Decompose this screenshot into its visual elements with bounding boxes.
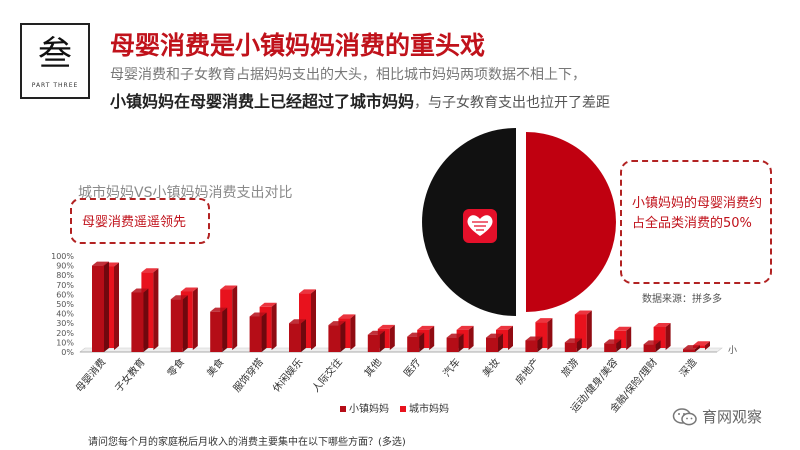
x-category-label: 其他 <box>361 356 384 380</box>
wechat-icon <box>672 407 697 425</box>
bar-small-town-8 <box>407 332 425 352</box>
subtitle-line-1: 母婴消费和子女教育占据妈妈支出的大头，相比城市妈妈两项数据不相上下， <box>110 67 586 83</box>
y-tick-label: 90% <box>56 262 74 271</box>
logo-subtext: PART THREE <box>31 81 79 89</box>
x-category-label: 子女教育 <box>112 356 148 395</box>
bar-small-town-10 <box>486 333 503 352</box>
bar-small-town-14 <box>643 340 661 352</box>
bar-small-town-1 <box>131 288 149 352</box>
bar-small-town-12 <box>564 338 582 352</box>
subtitle-line-2: 小镇妈妈在母婴消费上已经超过了城市妈妈，与子女教育支出也拉开了差距 <box>110 88 610 112</box>
legend-label: 小镇妈妈 <box>349 402 389 415</box>
x-category-label: 休闲娱乐 <box>270 356 306 395</box>
callout-left: 母婴消费遥遥领先 <box>70 198 210 244</box>
page-title: 母婴消费是小镇妈妈消费的重头戏 <box>110 31 486 60</box>
x-category-label: 深造 <box>676 356 699 380</box>
y-tick-label: 20% <box>56 329 74 338</box>
y-tick-label: 0% <box>61 348 74 357</box>
y-tick-label: 60% <box>56 290 74 299</box>
subtitle-highlight: 小镇妈妈在母婴消费上已经超过了城市妈妈 <box>110 92 415 111</box>
x-category-label: 汽车 <box>440 356 463 380</box>
wechat-label: 育网观察 <box>702 408 763 426</box>
bar-small-town-2 <box>170 295 188 352</box>
callout-right-text: 小镇妈妈的母婴消费约占全品类消费的50% <box>632 196 763 231</box>
bar-small-town-11 <box>525 336 543 352</box>
y-tick-label: 100% <box>51 252 74 261</box>
bar-city-11 <box>535 318 553 350</box>
pie-slice-0 <box>526 132 616 312</box>
legend-swatch <box>400 406 406 412</box>
bar-small-town-9 <box>446 333 464 352</box>
bar-small-town-5 <box>289 319 306 352</box>
y-tick-label: 40% <box>56 310 74 319</box>
bar-small-town-7 <box>367 330 385 352</box>
wechat-watermark: 育网观察 <box>672 406 762 427</box>
axis-trailing-label: 小 <box>728 345 737 356</box>
pinduoduo-logo-icon <box>463 209 497 243</box>
x-category-label: 医疗 <box>401 356 424 380</box>
subtitle-rest: ，与子女教育支出也拉开了差距 <box>414 95 611 111</box>
x-category-label: 人际交往 <box>309 356 345 395</box>
survey-question: 请问您每个月的家庭税后月收入的消费主要集中在以下哪些方面？(多选) <box>88 437 406 448</box>
bar-small-town-4 <box>249 312 267 352</box>
bar-small-town-3 <box>210 307 228 352</box>
y-tick-label: 10% <box>56 338 74 347</box>
x-category-label: 旅游 <box>558 356 581 380</box>
bar-small-town-0 <box>92 261 109 352</box>
y-tick-label: 80% <box>56 271 74 280</box>
callout-left-text: 母婴消费遥遥领先 <box>82 215 187 230</box>
y-tick-label: 50% <box>56 300 74 309</box>
x-category-label: 美妆 <box>479 356 502 380</box>
bar-small-town-6 <box>328 321 346 352</box>
chart-title: 城市妈妈VS小镇妈妈消费支出对比 <box>78 185 293 201</box>
y-tick-label: 70% <box>56 281 74 290</box>
callout-right: 小镇妈妈的母婴消费约占全品类消费的50% <box>620 160 772 284</box>
x-category-label: 零食 <box>164 356 187 380</box>
bar-small-town-13 <box>604 339 622 352</box>
bar-small-town-15 <box>683 345 700 352</box>
logo-char: 叁 <box>38 33 72 74</box>
x-category-label: 母婴消费 <box>73 356 109 395</box>
legend-swatch <box>340 406 346 412</box>
data-source: 数据来源：拼多多 <box>642 294 722 305</box>
x-category-label: 房地产 <box>512 356 541 387</box>
x-category-label: 美食 <box>204 356 227 380</box>
section-logo: 叁 PART THREE <box>20 23 90 99</box>
y-tick-label: 30% <box>56 319 74 328</box>
x-category-label: 服饰穿搭 <box>230 356 266 395</box>
legend-label: 城市妈妈 <box>409 402 449 415</box>
